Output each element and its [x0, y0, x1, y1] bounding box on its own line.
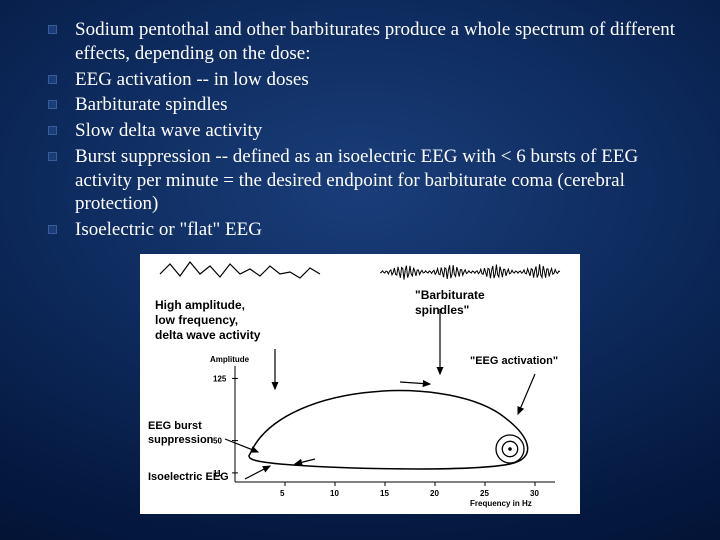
bullet-icon	[48, 126, 57, 135]
y-ticks: 1255011	[213, 374, 238, 477]
label-spindles-2: spindles"	[415, 303, 469, 317]
x-axis-label: Frequency in Hz	[470, 499, 532, 508]
label-iso: Isoelectric EEG	[148, 471, 229, 483]
label-spindles-1: "Barbiturate	[415, 288, 485, 302]
bullet-icon	[48, 100, 57, 109]
arrows	[225, 309, 535, 479]
list-item: Slow delta wave activity	[30, 119, 690, 143]
label-activation: "EEG activation"	[470, 355, 558, 367]
svg-text:5: 5	[280, 489, 285, 498]
label-high-amp-1: High amplitude,	[155, 298, 245, 312]
list-item: Isoelectric or "flat" EEG	[30, 218, 690, 242]
bullet-icon	[48, 25, 57, 34]
label-burst-2: suppression	[148, 434, 214, 446]
loop-curve	[249, 390, 528, 468]
bullet-icon	[48, 75, 57, 84]
delta-waveform	[160, 262, 320, 278]
label-high-amp-3: delta wave activity	[155, 328, 261, 342]
bullet-text: Isoelectric or "flat" EEG	[75, 218, 690, 242]
eeg-figure: High amplitude, low frequency, delta wav…	[140, 254, 580, 514]
svg-text:20: 20	[430, 489, 439, 498]
x-ticks: 5 10 15 20 25 30	[280, 482, 539, 498]
svg-text:15: 15	[380, 489, 389, 498]
spindle-waveform	[380, 264, 560, 279]
y-axis-label: Amplitude	[210, 355, 250, 364]
svg-text:10: 10	[330, 489, 339, 498]
bullet-text: EEG activation -- in low doses	[75, 68, 690, 92]
svg-text:25: 25	[480, 489, 489, 498]
label-burst-1: EEG burst	[148, 420, 202, 432]
bullet-list: Sodium pentothal and other barbiturates …	[30, 18, 690, 242]
list-item: EEG activation -- in low doses	[30, 68, 690, 92]
bullet-text: Burst suppression -- defined as an isoel…	[75, 145, 690, 216]
spiral-dot	[508, 447, 512, 451]
svg-text:30: 30	[530, 489, 539, 498]
list-item: Burst suppression -- defined as an isoel…	[30, 145, 690, 216]
bullet-icon	[48, 152, 57, 161]
eeg-diagram-svg: High amplitude, low frequency, delta wav…	[140, 254, 580, 514]
bullet-text: Barbiturate spindles	[75, 93, 690, 117]
list-item: Sodium pentothal and other barbiturates …	[30, 18, 690, 66]
label-high-amp-2: low frequency,	[155, 313, 238, 327]
svg-text:125: 125	[213, 374, 227, 383]
bullet-icon	[48, 225, 57, 234]
bullet-text: Slow delta wave activity	[75, 119, 690, 143]
list-item: Barbiturate spindles	[30, 93, 690, 117]
svg-text:50: 50	[213, 436, 222, 445]
bullet-text: Sodium pentothal and other barbiturates …	[75, 18, 690, 66]
